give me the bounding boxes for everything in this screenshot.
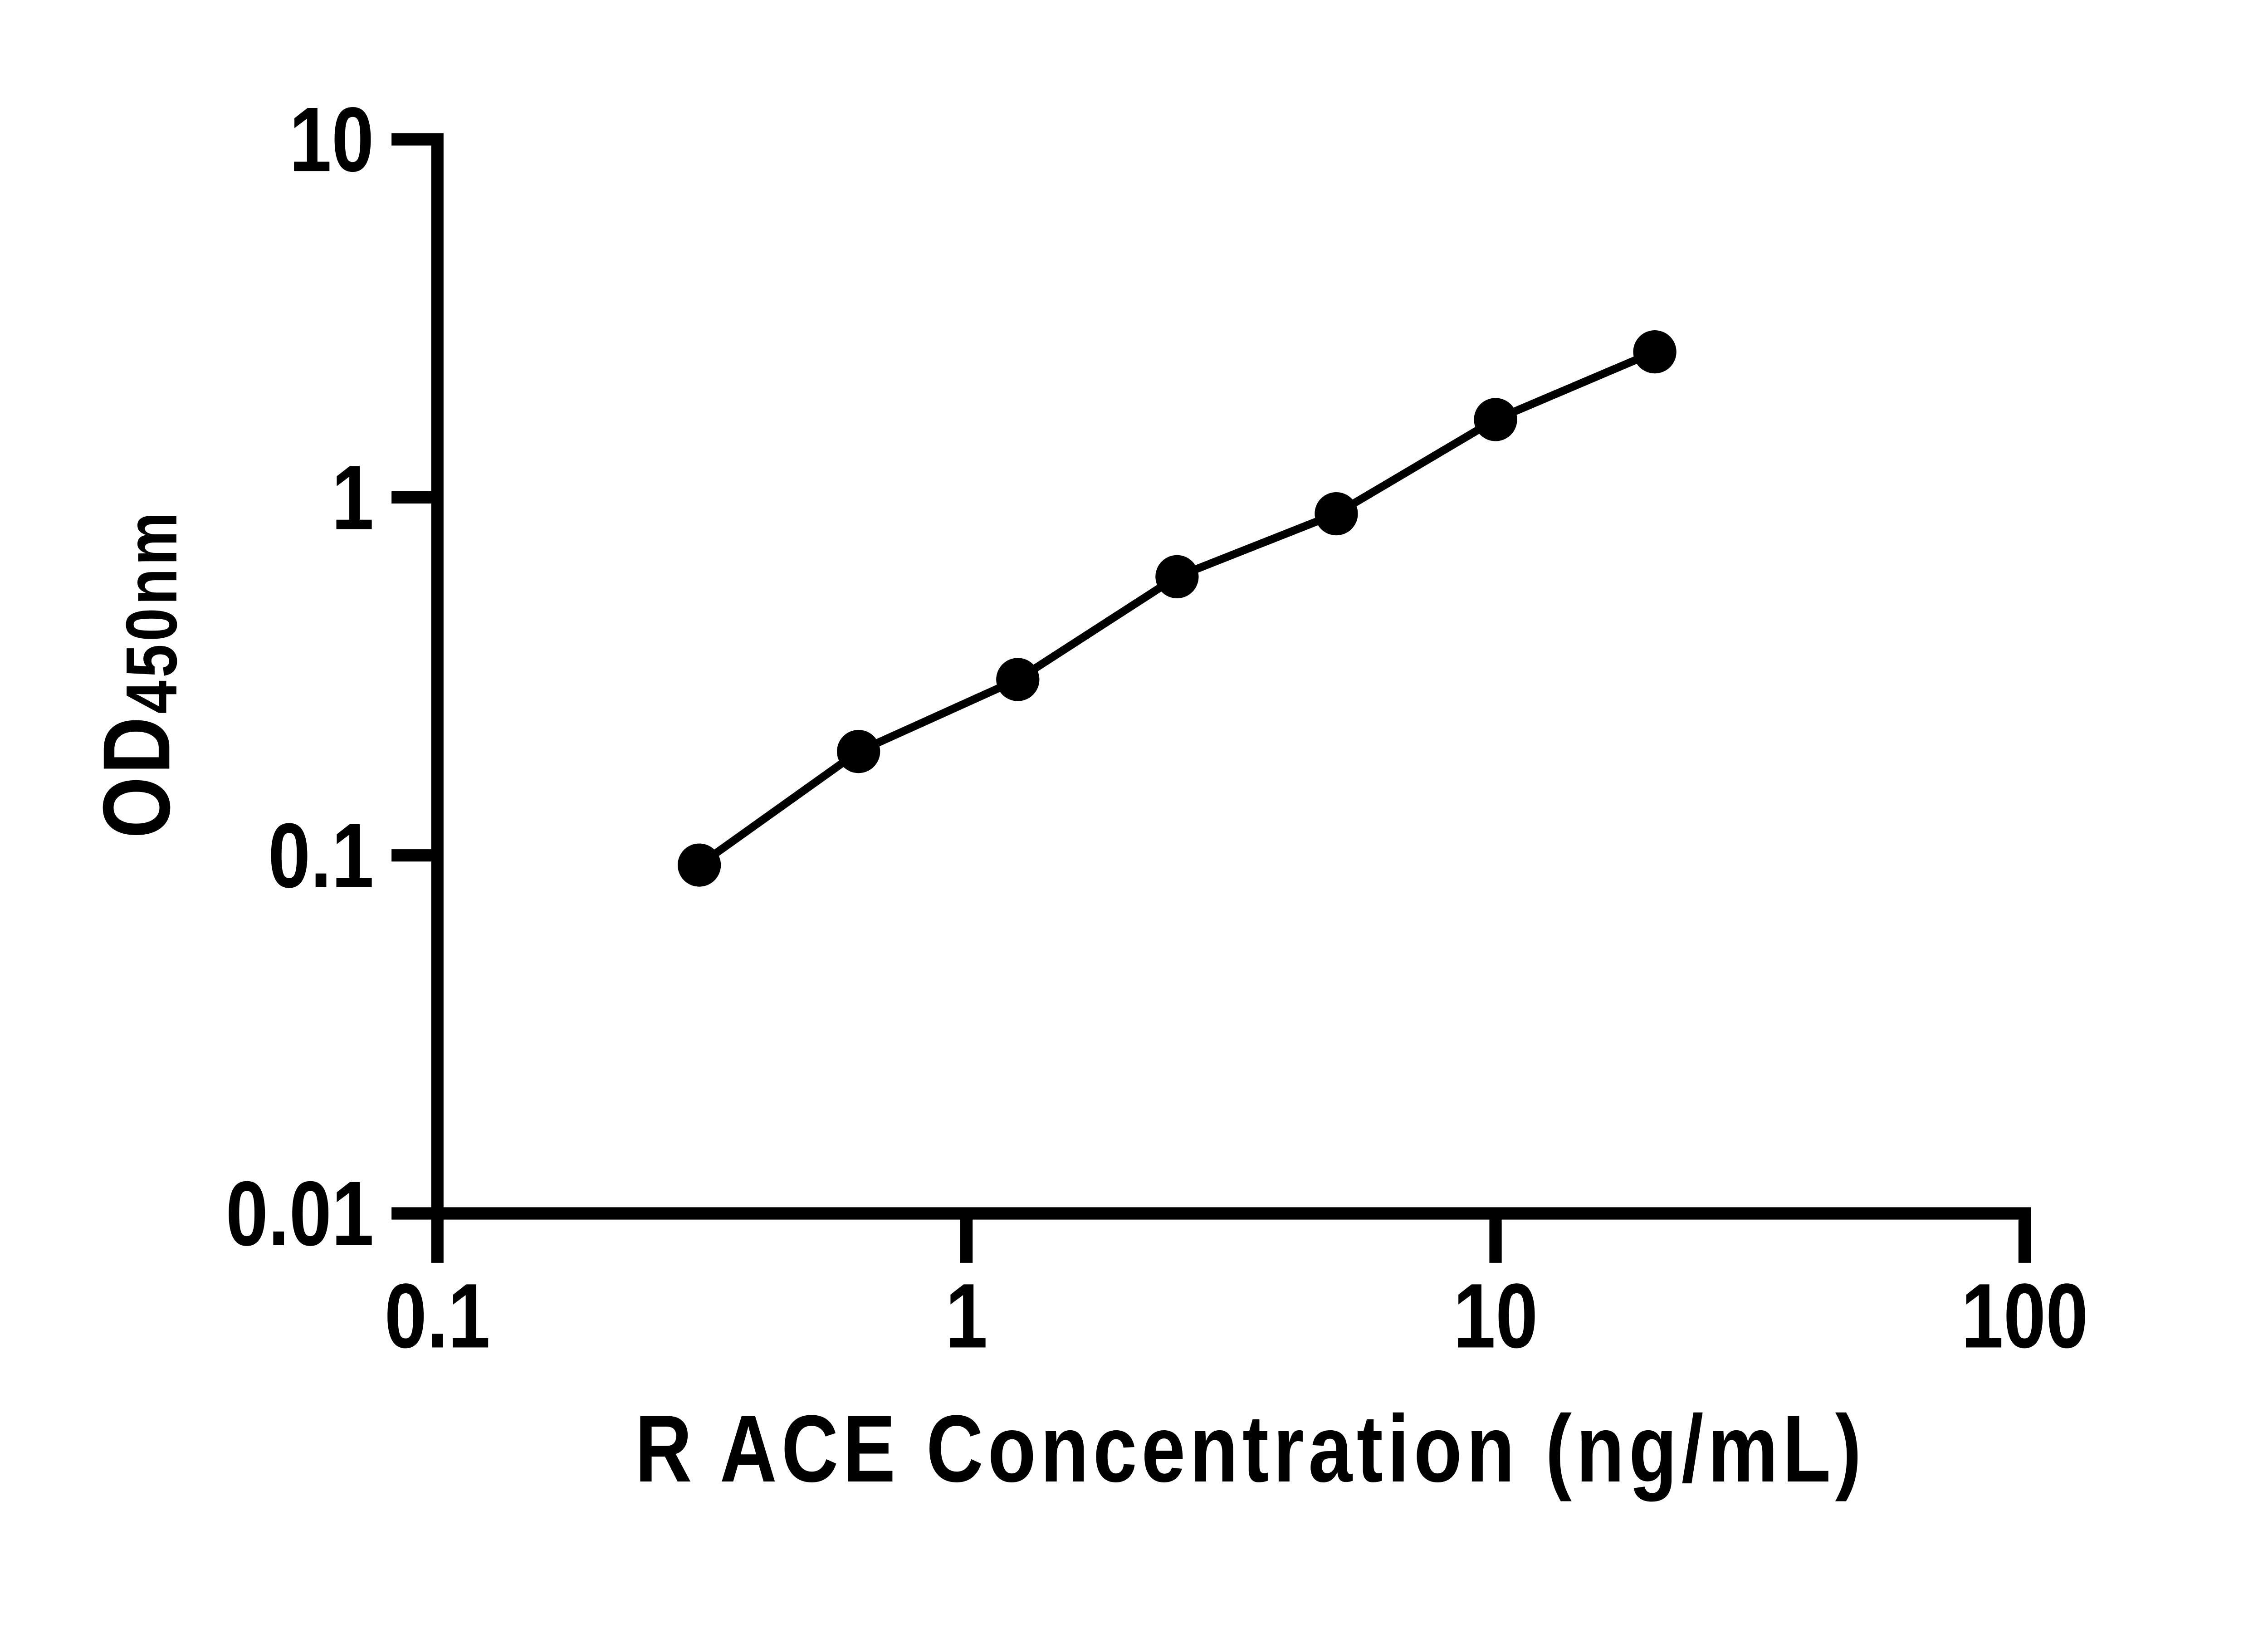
data-series [677,330,1677,887]
y-axis-title: OD450nm [83,509,192,838]
data-point [1474,398,1517,441]
x-tick-label: 10 [1453,1265,1538,1367]
x-axis-title: R ACE Concentration (ng/mL) [635,1395,1866,1502]
data-point [837,730,880,773]
axes [431,133,2031,1220]
data-point [1315,492,1358,536]
y-tick-label: 10 [289,88,374,191]
data-point [1633,330,1677,374]
elisa-standard-curve-figure: 10 1 0.1 0.01 0.1 1 10 100 R ACE Concentration … [83,88,2088,1502]
y-tick-label: 0.1 [268,805,374,907]
y-tick-label: 0.01 [226,1163,374,1265]
y-tick-label: 1 [332,447,374,549]
data-point [996,658,1040,701]
data-point [677,843,721,887]
y-axis-title-subscript: 450nm [111,509,192,714]
data-point [1155,555,1199,599]
x-tick-label: 0.1 [385,1265,490,1367]
x-tick-label: 100 [1961,1265,2088,1367]
axis-ticks [391,133,2031,1263]
x-tick-label: 1 [945,1265,987,1367]
y-axis-title-main: OD [83,714,190,838]
